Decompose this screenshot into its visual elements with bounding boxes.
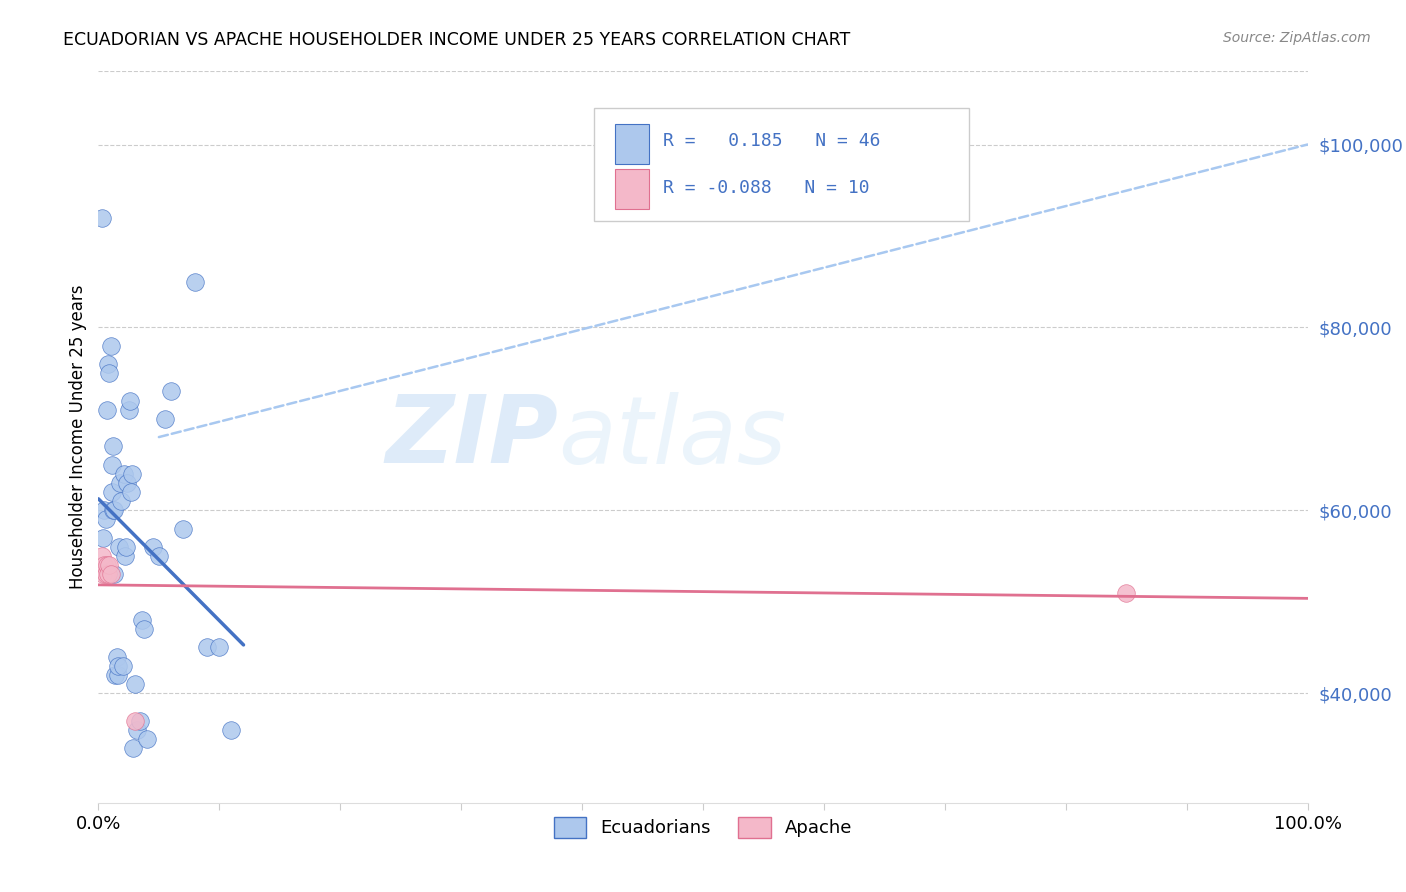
Point [1115,585,1137,599]
Point [128,714,150,728]
Point [122,740,145,755]
Point [108,475,131,490]
Point [118,393,141,408]
Point [104,667,127,681]
Point [134,622,156,636]
Point [105,649,128,664]
Point [124,714,146,728]
Point [110,494,132,508]
Point [101,439,124,453]
Point [97,567,120,582]
Point [93,503,115,517]
Point [100,567,122,582]
Text: ECUADORIAN VS APACHE HOUSEHOLDER INCOME UNDER 25 YEARS CORRELATION CHART: ECUADORIAN VS APACHE HOUSEHOLDER INCOME … [63,31,851,49]
Point [124,677,146,691]
Point [195,640,218,655]
Point [120,484,142,499]
Point [112,467,135,481]
Point [100,484,122,499]
Point [91,549,114,563]
Point [117,475,139,490]
Point [107,658,129,673]
Point [94,567,117,582]
Point [148,549,170,563]
Point [107,667,129,681]
Text: atlas: atlas [558,392,786,483]
Point [98,558,121,573]
Point [108,540,131,554]
Text: ZIP: ZIP [385,391,558,483]
Point [153,411,176,425]
Point [100,458,122,472]
Text: Source: ZipAtlas.com: Source: ZipAtlas.com [1223,31,1371,45]
Point [184,275,207,289]
Point [142,540,165,554]
Point [96,402,118,417]
Text: R = -0.088   N = 10: R = -0.088 N = 10 [664,179,870,197]
Point [96,558,118,573]
Point [131,613,153,627]
Point [135,731,157,746]
Point [94,512,117,526]
Bar [614,169,648,209]
Point [93,558,115,573]
Point [111,658,134,673]
Y-axis label: Householder Income Under 25 years: Householder Income Under 25 years [69,285,87,590]
Point [221,723,243,737]
Point [97,357,120,371]
Point [160,384,183,399]
Point [91,567,114,582]
Point [98,366,121,380]
Point [114,549,136,563]
Point [103,503,125,517]
Text: R =   0.185   N = 46: R = 0.185 N = 46 [664,132,880,150]
Point [91,531,114,545]
Bar [614,124,648,164]
Point [118,402,141,417]
Point [127,723,149,737]
Point [121,467,143,481]
Point [208,640,231,655]
Point [91,211,114,225]
FancyBboxPatch shape [595,108,969,221]
Point [100,338,122,352]
Point [172,521,194,535]
Point [115,540,138,554]
Legend: Ecuadorians, Apache: Ecuadorians, Apache [547,810,859,845]
Point [103,567,125,582]
Point [101,503,124,517]
